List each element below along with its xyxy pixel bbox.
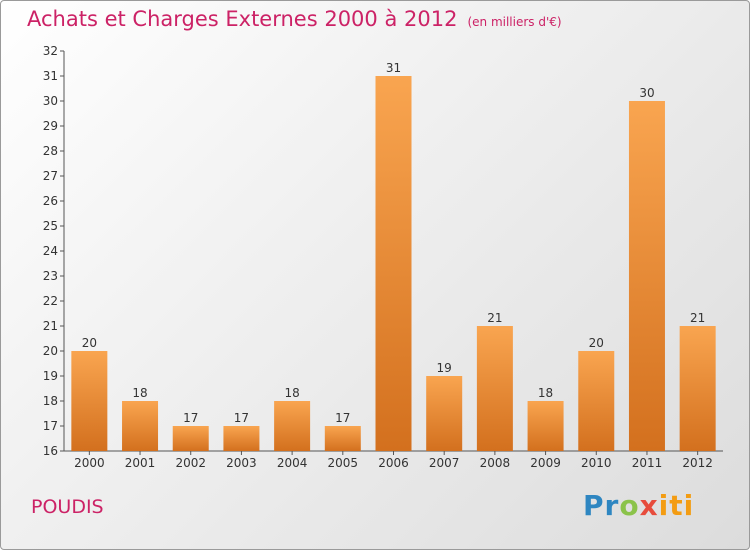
chart-title: Achats et Charges Externes 2000 à 2012 (e… [27,7,562,31]
x-tick-label-2007: 2007 [429,456,460,470]
y-tick-label: 32 [43,44,58,58]
y-tick-label: 29 [43,119,58,133]
data-label-2011: 30 [639,86,654,100]
y-tick-label: 19 [43,369,58,383]
bar-2008 [476,326,513,451]
proxiti-logo: Proxiti [583,489,694,522]
y-tick-label: 18 [43,394,58,408]
y-tick-label: 26 [43,194,58,208]
data-label-2005: 17 [335,411,350,425]
y-tick-label: 17 [43,419,58,433]
data-label-2004: 18 [284,386,299,400]
bar-2012 [679,326,716,451]
x-tick-label-2001: 2001 [125,456,156,470]
axes: 16 17 18 19 20 21 22 23 24 25 26 27 28 29 30 31 32 2000 20… [43,44,723,470]
y-tick-label: 28 [43,144,58,158]
y-tick-label: 25 [43,219,58,233]
commune-name: POUDIS [31,496,104,518]
bar-2000 [71,351,108,451]
y-tick-label: 23 [43,269,58,283]
data-label-2002: 17 [183,411,198,425]
y-tick-label: 27 [43,169,58,183]
data-label-2003: 17 [234,411,249,425]
y-tick-label: 30 [43,94,58,108]
y-tick-label: 20 [43,344,58,358]
bar-2006 [375,76,412,451]
x-tick-label-2003: 2003 [226,456,257,470]
chart-title-text: Achats et Charges Externes 2000 à 2012 [27,7,458,31]
logo-part-3: x [639,489,659,522]
data-label-2012: 21 [690,311,705,325]
bar-2002 [172,426,209,451]
x-tick-label-2004: 2004 [277,456,308,470]
x-tick-label-2005: 2005 [328,456,359,470]
y-tick-label: 16 [43,444,58,458]
x-tick-label-2006: 2006 [378,456,409,470]
x-tick-label-2012: 2012 [682,456,713,470]
y-tick-label: 22 [43,294,58,308]
y-tick-label: 24 [43,244,58,258]
x-tick-label-2000: 2000 [74,456,105,470]
logo-part-2: o [619,489,640,522]
x-tick-label-2011: 2011 [632,456,663,470]
bar-2010 [578,351,615,451]
chart-unit: (en milliers d'€) [467,15,562,29]
logo-part-1: Pr [583,489,620,522]
bar-2004 [274,401,311,451]
x-tick-label-2010: 2010 [581,456,612,470]
data-label-2001: 18 [132,386,147,400]
x-tick-label-2002: 2002 [175,456,206,470]
data-label-2008: 21 [487,311,502,325]
bar-2003 [223,426,260,451]
bar-2011 [628,101,665,451]
y-tick-label: 31 [43,69,58,83]
data-label-2000: 20 [82,336,97,350]
bars: 20 18 17 17 18 17 31 19 21 18 20 30 21 [71,61,716,451]
y-tick-label: 21 [43,319,58,333]
bar-2009 [527,401,564,451]
data-label-2006: 31 [386,61,401,75]
x-tick-label-2008: 2008 [480,456,511,470]
bar-2001 [122,401,159,451]
data-label-2010: 20 [589,336,604,350]
data-label-2009: 18 [538,386,553,400]
bar-2005 [324,426,361,451]
bar-2007 [426,376,463,451]
data-label-2007: 19 [437,361,452,375]
logo-part-4: iti [658,489,695,522]
x-tick-label-2009: 2009 [530,456,561,470]
